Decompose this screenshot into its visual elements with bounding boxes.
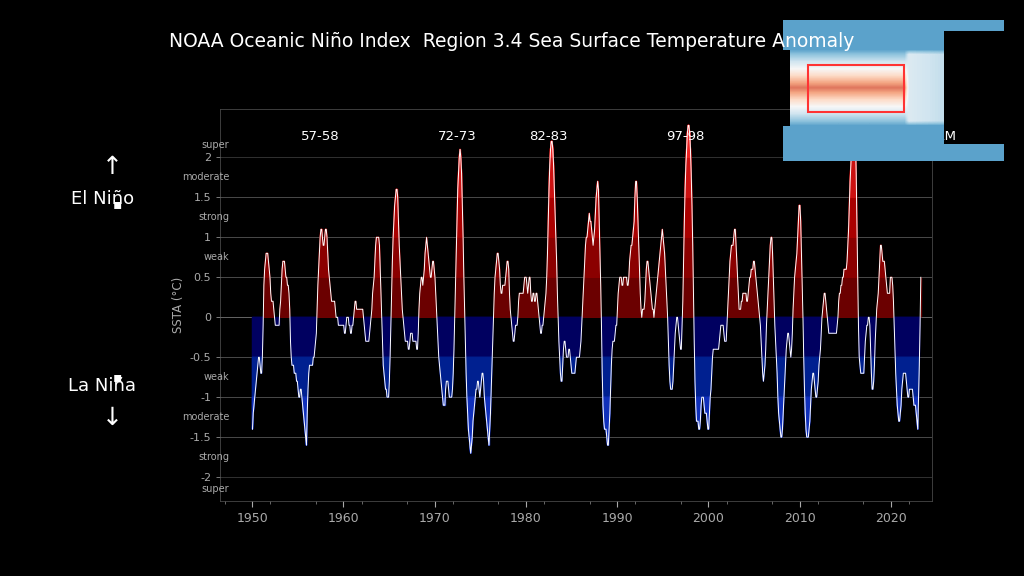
Bar — [808, 65, 904, 112]
Text: strong: strong — [199, 213, 229, 222]
Text: weak: weak — [204, 252, 229, 262]
Text: ↑: ↑ — [102, 155, 123, 179]
Text: moderate: moderate — [182, 172, 229, 183]
Text: super: super — [202, 141, 229, 150]
Text: ▪: ▪ — [113, 370, 123, 384]
Text: 97-98: 97-98 — [667, 130, 705, 143]
Text: weak: weak — [204, 372, 229, 382]
Text: ▪: ▪ — [113, 198, 123, 211]
Text: NOAA Oceanic Niño Index  Region 3.4 Sea Surface Temperature Anomaly: NOAA Oceanic Niño Index Region 3.4 Sea S… — [169, 32, 855, 51]
Y-axis label: SSTA (°C): SSTA (°C) — [172, 277, 185, 334]
Text: 82-83: 82-83 — [529, 130, 568, 143]
Text: 2023 MAM: 2023 MAM — [886, 130, 955, 143]
Text: 72-73: 72-73 — [438, 130, 477, 143]
Text: 57-58: 57-58 — [301, 130, 340, 143]
Text: ↓: ↓ — [102, 406, 123, 430]
Text: moderate: moderate — [182, 412, 229, 422]
Text: 15-16: 15-16 — [830, 130, 869, 143]
Text: El Niño: El Niño — [71, 190, 134, 208]
Text: strong: strong — [199, 452, 229, 462]
Text: La Niña: La Niña — [69, 377, 136, 395]
Text: super: super — [202, 484, 229, 494]
